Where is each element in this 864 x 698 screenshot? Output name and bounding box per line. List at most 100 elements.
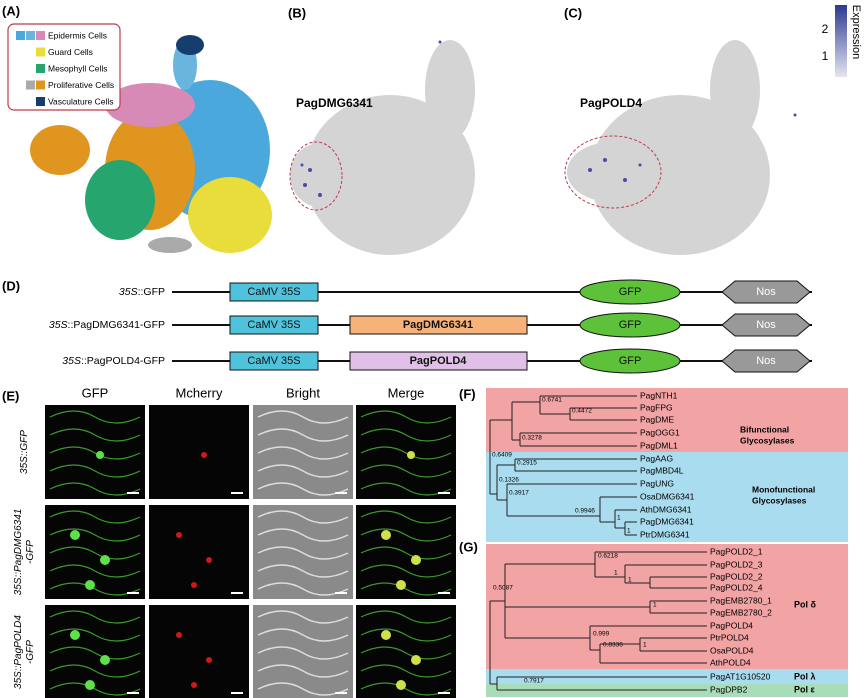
part-label: GFP: [619, 355, 642, 367]
construct-label: 35S::PagPOLD4-GFP: [62, 355, 165, 367]
scale-bar: [438, 592, 450, 594]
leaf-label: PagDML1: [640, 440, 678, 450]
cell-outline: [49, 464, 141, 478]
cell-outline: [360, 446, 452, 460]
cell-outline: [360, 582, 452, 596]
scale-bar: [335, 492, 347, 494]
cell-outline: [360, 564, 452, 578]
cell-outline: [49, 682, 141, 696]
cell-outline: [257, 446, 349, 460]
cell-outline: [49, 628, 141, 642]
cell-outline: [360, 510, 452, 524]
leaf-label: PagMBD4L: [640, 465, 684, 475]
promoter-box: [229, 315, 319, 335]
support-value: 1: [614, 570, 618, 577]
construct-promoter: 35S: [49, 319, 68, 331]
part-label: PagDMG6341: [403, 319, 473, 331]
cell-outline: [257, 464, 349, 478]
colorbar: [835, 5, 847, 77]
nucleus: [396, 580, 406, 590]
row-label: -GFP: [25, 540, 36, 564]
cell-outline: [360, 664, 452, 678]
legend-swatch: [26, 31, 35, 40]
construct-label: 35S::PagDMG6341-GFP: [49, 319, 165, 331]
column-header: Merge: [388, 385, 425, 400]
micrograph: [45, 505, 145, 599]
cell-outline: [49, 510, 141, 524]
leaf-label: PagUNG: [640, 478, 674, 488]
part-label: GFP: [619, 319, 642, 331]
colorbar-tick: 1: [822, 49, 829, 63]
support-value: 0.1326: [499, 477, 519, 484]
leaf-label: PagPOLD2_4: [710, 582, 763, 592]
cell-outline: [49, 528, 141, 542]
row-label: 35S::GFP: [19, 430, 30, 474]
legend-swatch: [26, 80, 35, 90]
row-promoter: 35S: [13, 671, 24, 689]
gfp-box: [579, 279, 681, 305]
cell-outline: [49, 564, 141, 578]
column-header: GFP: [82, 385, 109, 400]
group-label: Glycosylases: [752, 495, 807, 505]
support-value: 0.6409: [492, 452, 512, 459]
nucleus: [85, 580, 95, 590]
leaf-label: PagDME: [640, 414, 674, 424]
leaf-label: PagPOLD4: [710, 620, 753, 630]
legend-label: Vasculature Cells: [48, 96, 114, 106]
cell-outline: [49, 482, 141, 496]
column-header: Bright: [286, 385, 320, 400]
legend-swatch: [36, 80, 45, 90]
leaf-label: OsaPOLD4: [710, 645, 754, 655]
construct-promoter: 35S: [62, 355, 81, 367]
cell-outline: [257, 564, 349, 578]
nucleus: [70, 630, 80, 640]
support-value: 1: [628, 577, 632, 584]
row-text: ::GFP: [19, 430, 30, 456]
micrograph: [149, 405, 249, 499]
nucleus: [407, 451, 415, 459]
nucleus: [381, 630, 391, 640]
cell-outline: [257, 682, 349, 696]
cell-outline: [257, 482, 349, 496]
cell-outline: [360, 482, 452, 496]
nucleus: [396, 680, 406, 690]
terminator-box: [721, 280, 811, 304]
group-bg: [486, 452, 848, 542]
part-label: CaMV 35S: [247, 319, 300, 331]
support-value: 1: [643, 642, 647, 649]
nucleus: [206, 657, 212, 663]
leaf-label: PagDPB2: [710, 684, 748, 694]
legend-swatch: [16, 31, 25, 40]
cell-outline: [257, 582, 349, 596]
leaf-label: PagEMB2780_2: [710, 607, 772, 617]
nucleus: [176, 532, 182, 538]
panel-label: (G): [459, 539, 478, 554]
cell-outline: [360, 610, 452, 624]
scale-bar: [231, 692, 243, 694]
cell-outline: [257, 628, 349, 642]
nucleus: [381, 530, 391, 540]
panel-label: (E): [2, 388, 19, 403]
gfp-box: [579, 348, 681, 374]
row-text: ::PagPOLD4: [13, 615, 24, 672]
nucleus: [176, 632, 182, 638]
gfp-box: [579, 312, 681, 338]
nucleus: [191, 582, 197, 588]
row-text: -GFP: [25, 640, 36, 664]
leaf-label: PagAT1G10520: [710, 671, 771, 681]
scale-bar: [127, 692, 139, 694]
leaf-label: PagOGG1: [640, 427, 680, 437]
umap-a: [30, 35, 272, 253]
cell-outline: [49, 546, 141, 560]
column-header: Mcherry: [176, 385, 223, 400]
cell-outline: [360, 464, 452, 478]
micrograph: [45, 605, 145, 698]
support-value: 0.8336: [603, 642, 623, 649]
row-text: -GFP: [25, 540, 36, 564]
scale-bar: [335, 692, 347, 694]
gene-label: PagPOLD4: [580, 96, 642, 110]
row-promoter: 35S: [19, 456, 30, 474]
legend-swatch: [36, 47, 45, 57]
highlight-c: [564, 135, 662, 209]
